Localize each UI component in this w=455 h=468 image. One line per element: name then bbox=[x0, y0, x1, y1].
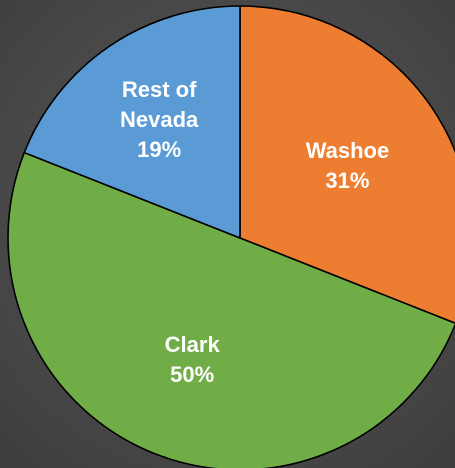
category-label: Rest of bbox=[122, 77, 197, 102]
data-label-rest-of-nevada: Rest of Nevada 19% bbox=[120, 77, 199, 162]
data-label-clark: Clark 50% bbox=[165, 332, 221, 387]
pie-labels: Washoe 31% Clark 50% Rest of Nevada 19% bbox=[120, 77, 389, 387]
pie-slice-washoe bbox=[239, 5, 455, 324]
percent-label: 19% bbox=[137, 137, 181, 162]
category-label: Nevada bbox=[120, 107, 199, 132]
category-label: Washoe bbox=[306, 138, 390, 163]
data-label-washoe: Washoe 31% bbox=[306, 138, 390, 193]
percent-label: 50% bbox=[170, 362, 214, 387]
pie-slice-clark bbox=[7, 151, 455, 468]
percent-label: 31% bbox=[325, 168, 369, 193]
category-label: Clark bbox=[165, 332, 221, 357]
pie-slices bbox=[7, 5, 455, 468]
pie-slice-rest-of-nevada bbox=[23, 5, 241, 240]
